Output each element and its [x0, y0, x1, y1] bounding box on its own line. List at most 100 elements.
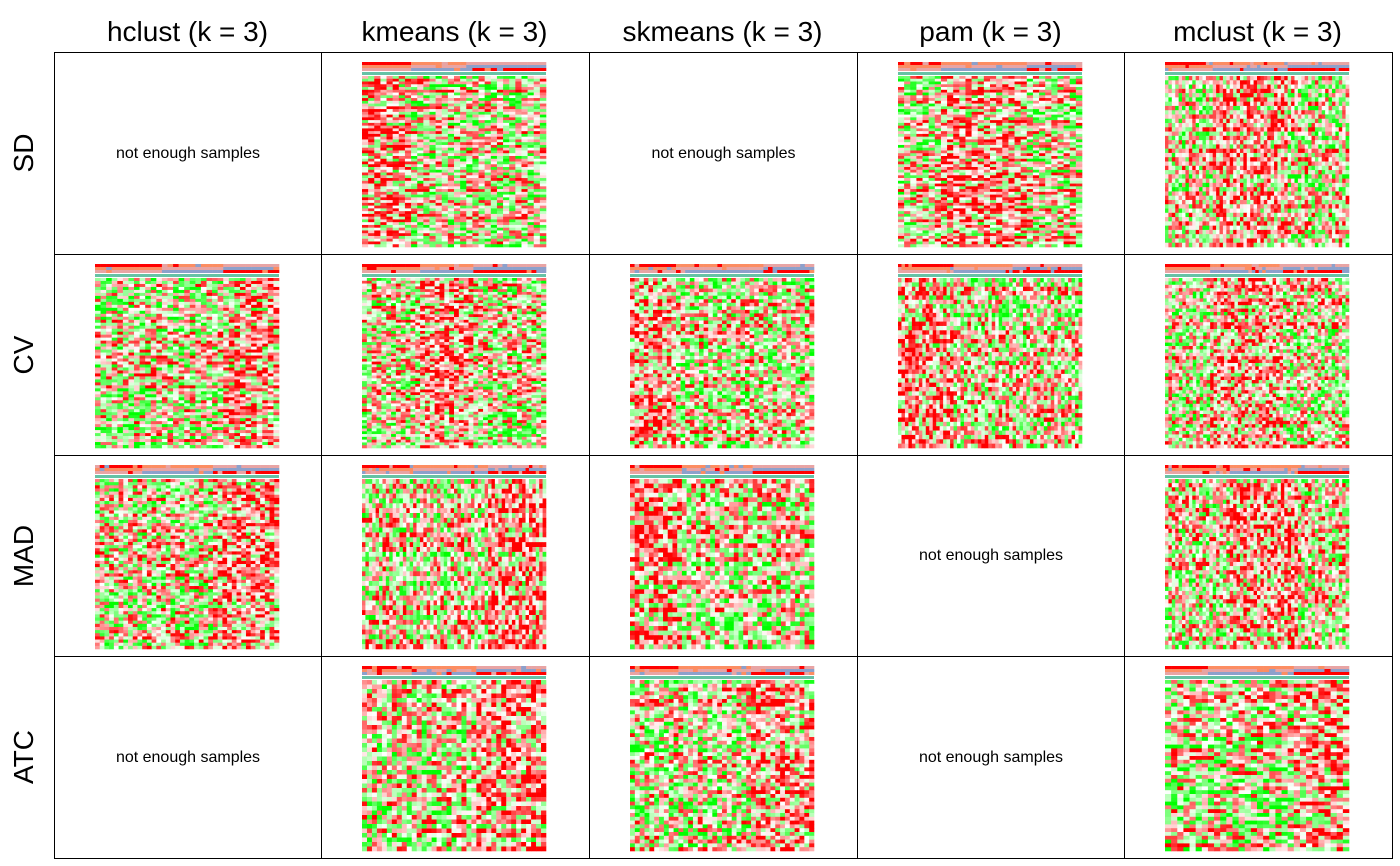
heatmap-tile	[910, 101, 916, 104]
heatmap-tile	[460, 128, 466, 131]
heatmap-tile	[1172, 114, 1176, 119]
heatmap-tile	[387, 137, 393, 140]
heatmap-tile	[1057, 206, 1063, 209]
heatmap-tile	[1015, 239, 1021, 242]
heatmap-tile	[923, 173, 929, 176]
heatmap-tile	[442, 76, 448, 79]
heatmap-tile	[497, 200, 503, 203]
heatmap-tile	[1015, 101, 1021, 104]
heatmap-tile	[1057, 76, 1063, 79]
cell-sd-pam	[857, 52, 1125, 255]
heatmap-tile	[996, 184, 1002, 187]
heatmap-tile	[1057, 203, 1063, 206]
heatmap-tile	[454, 167, 460, 170]
heatmap-tile	[374, 98, 380, 101]
heatmap-tile	[1045, 178, 1051, 181]
class-mark	[460, 65, 466, 68]
heatmap-tile	[947, 225, 953, 228]
heatmap-tile	[935, 84, 941, 87]
heatmap-tile	[935, 120, 941, 123]
heatmap-tile	[540, 211, 546, 214]
row-header-mad: MAD	[0, 455, 48, 656]
heatmap-tile	[466, 203, 472, 206]
class-mark	[1015, 65, 1021, 68]
heatmap-tile	[990, 139, 996, 142]
heatmap-tile	[996, 219, 1002, 222]
heatmap-tile	[923, 206, 929, 209]
heatmap-tile	[448, 137, 454, 140]
heatmap-tile	[910, 225, 916, 228]
heatmap-tile	[460, 150, 466, 153]
heatmap-tile	[1015, 208, 1021, 211]
heatmap-tile	[521, 109, 527, 112]
heatmap-tile	[374, 164, 380, 167]
heatmap-tile	[1008, 164, 1014, 167]
heatmap-tile	[528, 95, 534, 98]
heatmap-tile	[472, 181, 478, 184]
heatmap-tile	[972, 106, 978, 109]
heatmap-tile	[417, 90, 423, 93]
heatmap-tile	[923, 76, 929, 79]
heatmap-tile	[423, 230, 429, 233]
heatmap-tile	[429, 109, 435, 112]
heatmap-tile	[1064, 244, 1070, 247]
heatmap-tile	[1039, 195, 1045, 198]
class-mark	[479, 65, 485, 68]
heatmap-tile	[1325, 114, 1329, 119]
class-mark	[1277, 62, 1281, 65]
heatmap-tile	[1008, 139, 1014, 142]
heatmap-tile	[1332, 106, 1336, 111]
heatmap-tile	[1039, 153, 1045, 156]
class-mark	[1226, 65, 1230, 68]
heatmap-tile	[1199, 119, 1203, 124]
heatmap-tile	[929, 106, 935, 109]
heatmap-tile	[1250, 140, 1254, 145]
heatmap-tile	[965, 164, 971, 167]
heatmap-tile	[442, 112, 448, 115]
heatmap-tile	[423, 203, 429, 206]
heatmap-tile	[442, 189, 448, 192]
heatmap-tile	[984, 104, 990, 107]
heatmap-tile	[1039, 145, 1045, 148]
heatmap-tile	[1322, 119, 1326, 124]
heatmap-tile	[1057, 225, 1063, 228]
heatmap-tile	[405, 233, 411, 236]
heatmap-tile	[1064, 101, 1070, 104]
heatmap-tile	[448, 159, 454, 162]
heatmap-tile	[485, 109, 491, 112]
heatmap-tile	[984, 84, 990, 87]
heatmap-tile	[1216, 80, 1220, 85]
heatmap-tile	[904, 109, 910, 112]
heatmap-tile	[393, 162, 399, 165]
heatmap-tile	[374, 95, 380, 98]
heatmap-tile	[528, 126, 534, 129]
class-mark	[503, 65, 509, 68]
heatmap-tile	[1039, 93, 1045, 96]
heatmap-tile	[442, 186, 448, 189]
heatmap-tile	[1002, 76, 1008, 79]
class-mark	[1257, 62, 1261, 65]
heatmap-tile	[411, 139, 417, 142]
class-mark	[1199, 68, 1203, 71]
heatmap-tile	[1175, 76, 1179, 81]
heatmap-tile	[1243, 119, 1247, 124]
heatmap-tile	[521, 128, 527, 131]
heatmap-tile	[1002, 178, 1008, 181]
heatmap-tile	[1230, 106, 1234, 111]
heatmap-tile	[1021, 148, 1027, 151]
heatmap-tile	[1002, 82, 1008, 85]
heatmap-tile	[1165, 114, 1169, 119]
heatmap-tile	[368, 211, 374, 214]
heatmap-tile	[1070, 197, 1076, 200]
heatmap-tile	[1002, 153, 1008, 156]
heatmap-tile	[990, 90, 996, 93]
heatmap-tile	[515, 189, 521, 192]
heatmap-tile	[959, 142, 965, 145]
heatmap-tile	[466, 181, 472, 184]
heatmap-tile	[898, 93, 904, 96]
class-mark	[1033, 68, 1039, 71]
heatmap-tile	[947, 200, 953, 203]
heatmap-tile	[405, 153, 411, 156]
heatmap-tile	[362, 128, 368, 131]
heatmap-tile	[1002, 101, 1008, 104]
